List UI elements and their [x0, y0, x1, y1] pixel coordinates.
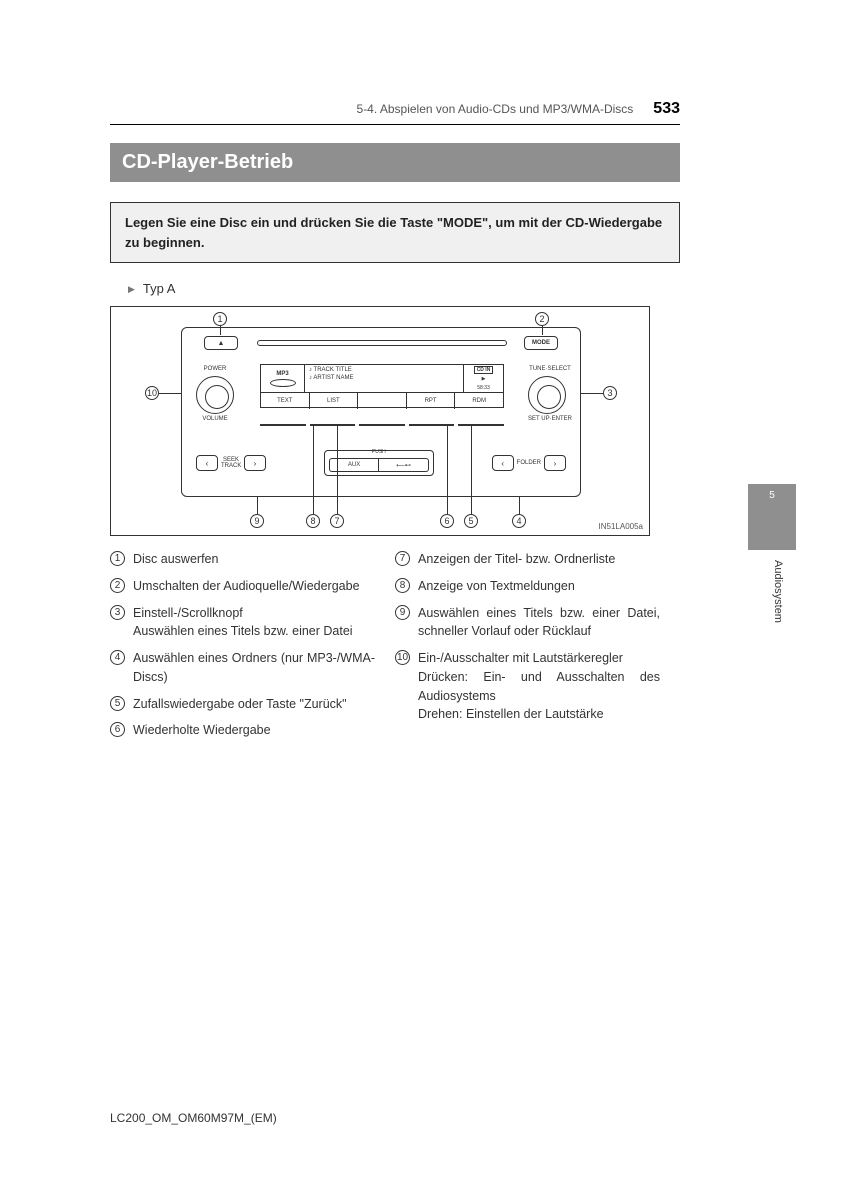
rpt-button: RPT: [407, 393, 456, 409]
blank-button: [358, 393, 407, 409]
callout-8: 8: [306, 514, 320, 528]
description-number: 10: [395, 650, 410, 665]
side-tab-label: Audiosystem: [772, 560, 784, 623]
description-item: 5 Zufallswiedergabe oder Taste "Zurück": [110, 695, 375, 714]
folder-label: FOLDER: [517, 460, 541, 466]
description-item: 10 Ein-/Ausschalter mit Lautstärkeregler …: [395, 649, 660, 724]
setup-label: SET UP·ENTER: [528, 416, 572, 422]
tune-label: TUNE·SELECT: [528, 366, 572, 372]
folder-next-button: ›: [544, 455, 566, 471]
callout-5: 5: [464, 514, 478, 528]
page-number: 533: [653, 100, 680, 118]
description-item: 2 Umschalten der Audioquelle/Wiedergabe: [110, 577, 375, 596]
description-number: 3: [110, 605, 125, 620]
eject-button: [204, 336, 238, 350]
callout-10: 10: [145, 386, 159, 400]
text-button: TEXT: [261, 393, 310, 409]
description-item: 7 Anzeigen der Titel- bzw. Ordnerliste: [395, 550, 660, 569]
push-label: PUSH: [325, 449, 433, 455]
description-item: 6 Wiederholte Wiedergabe: [110, 721, 375, 740]
track-title: ♪ TRACK TITLE: [309, 367, 459, 375]
folder-prev-button: ‹: [492, 455, 514, 471]
description-text: Umschalten der Audioquelle/Wiedergabe: [133, 577, 375, 596]
page-header: 5-4. Abspielen von Audio-CDs und MP3/WMA…: [110, 100, 680, 125]
bottom-button-row: ‹ SEEK TRACK › PUSH AUX ⟵⊷ ‹ FOLDER ›: [196, 448, 566, 478]
play-indicator: ▶: [482, 376, 486, 382]
callout-6: 6: [440, 514, 454, 528]
description-number: 5: [110, 696, 125, 711]
description-item: 4 Auswählen eines Ordners (nur MP3-/WMA-D…: [110, 649, 375, 687]
side-tab-number: 5: [769, 490, 775, 501]
callout-2: 2: [535, 312, 549, 326]
page-title: CD-Player-Betrieb: [110, 143, 680, 182]
description-col-left: 1 Disc auswerfen 2 Umschalten der Audioquel…: [110, 550, 375, 748]
callout-1: 1: [213, 312, 227, 326]
description-text: Zufallswiedergabe oder Taste "Zurück": [133, 695, 375, 714]
mode-button: MODE: [524, 336, 558, 350]
description-text: Wiederholte Wiedergabe: [133, 721, 375, 740]
section-label: 5-4. Abspielen von Audio-CDs und MP3/WMA…: [357, 102, 634, 116]
rdm-button: RDM: [455, 393, 503, 409]
description-text: Ein-/Ausschalter mit Lautstärkeregler Dr…: [418, 649, 660, 724]
radio-diagram: MODE POWER VOLUME TUNE·SELECT SET UP·ENT…: [110, 306, 650, 536]
volume-label: VOLUME: [193, 416, 237, 422]
description-text: Anzeigen der Titel- bzw. Ordnerliste: [418, 550, 660, 569]
power-volume-knob: [196, 376, 234, 414]
callout-3: 3: [603, 386, 617, 400]
push-aux-box: PUSH AUX ⟵⊷: [324, 450, 434, 476]
description-columns: 1 Disc auswerfen 2 Umschalten der Audioquel…: [110, 550, 680, 748]
description-item: 1 Disc auswerfen: [110, 550, 375, 569]
callout-7: 7: [330, 514, 344, 528]
description-number: 4: [110, 650, 125, 665]
callout-4: 4: [512, 514, 526, 528]
list-button: LIST: [310, 393, 359, 409]
diagram-code: IN51LA005a: [599, 522, 643, 531]
description-number: 2: [110, 578, 125, 593]
callout-9: 9: [250, 514, 264, 528]
type-label: Typ A: [128, 281, 680, 296]
seek-prev-button: ‹: [196, 455, 218, 471]
footer-code: LC200_OM_OM60M97M_(EM): [110, 1111, 277, 1125]
description-number: 7: [395, 551, 410, 566]
seek-next-button: ›: [244, 455, 266, 471]
disc-icon: [270, 379, 296, 387]
usb-button: ⟵⊷: [378, 458, 429, 472]
description-item: 9 Auswählen eines Titels bzw. einer Datei…: [395, 604, 660, 642]
intro-box: Legen Sie eine Disc ein und drücken Sie …: [110, 202, 680, 263]
description-number: 8: [395, 578, 410, 593]
description-text: Disc auswerfen: [133, 550, 375, 569]
description-text: Auswählen eines Titels bzw. einer Datei,…: [418, 604, 660, 642]
preset-row: [260, 420, 504, 426]
description-number: 6: [110, 722, 125, 737]
description-number: 9: [395, 605, 410, 620]
track-time: 58:33: [477, 385, 490, 391]
cdin-badge: CD IN: [474, 366, 494, 374]
description-item: 3 Einstell-/Scrollknopf Auswählen eines T…: [110, 604, 375, 642]
power-label: POWER: [193, 366, 237, 372]
disc-slot: [257, 340, 507, 346]
seek-label: SEEK TRACK: [221, 457, 241, 469]
display-panel: MP3 ♪ TRACK TITLE ♪ ARTIST NAME CD IN ▶ …: [260, 364, 504, 408]
mp3-label: MP3: [276, 371, 288, 377]
description-item: 8 Anzeige von Textmeldungen: [395, 577, 660, 596]
tune-select-knob: [528, 376, 566, 414]
description-text: Einstell-/Scrollknopf Auswählen eines Ti…: [133, 604, 375, 642]
description-text: Auswählen eines Ordners (nur MP3-/WMA-Di…: [133, 649, 375, 687]
description-col-right: 7 Anzeigen der Titel- bzw. Ordnerliste 8 An…: [395, 550, 660, 748]
description-text: Anzeige von Textmeldungen: [418, 577, 660, 596]
side-tab: 5: [748, 484, 796, 550]
description-number: 1: [110, 551, 125, 566]
artist-name: ♪ ARTIST NAME: [309, 375, 459, 383]
radio-body: MODE POWER VOLUME TUNE·SELECT SET UP·ENT…: [181, 327, 581, 497]
